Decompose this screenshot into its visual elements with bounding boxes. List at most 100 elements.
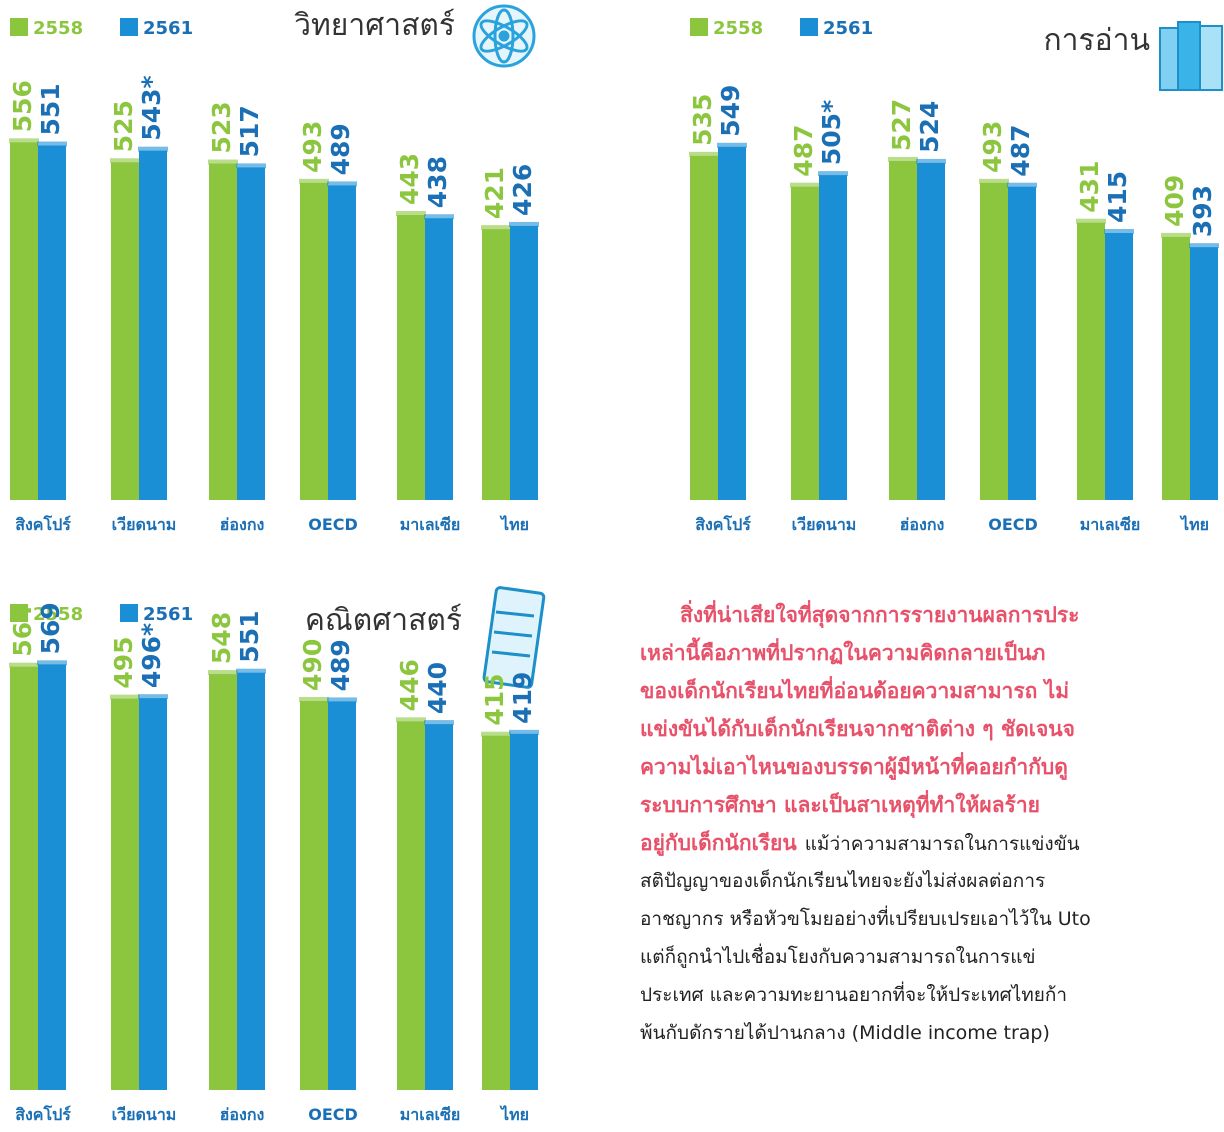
bar-cap: [509, 729, 539, 735]
bar-cap: [916, 158, 946, 164]
value-label: 490: [298, 639, 327, 691]
x-tick-label: ไทย: [499, 515, 529, 534]
bar-cap: [236, 163, 266, 169]
bar-cap: [37, 141, 67, 147]
value-label: 426: [508, 164, 537, 216]
chart-title: วิทยาศาสตร์: [294, 8, 455, 43]
bar: [1162, 236, 1190, 501]
bar: [237, 672, 265, 1090]
bar-cap: [110, 158, 140, 164]
legend-label: 2561: [823, 18, 873, 39]
x-tick-label: มาเลเซีย: [400, 515, 461, 534]
value-label: 409: [1160, 175, 1189, 227]
bar: [300, 182, 328, 500]
value-label: 446: [395, 659, 424, 711]
x-tick-label: OECD: [308, 1105, 358, 1124]
bar-cap: [9, 138, 39, 144]
text-line: พ้นกับดักรายได้ปานกลาง (Middle income tr…: [640, 1014, 1224, 1052]
value-label: 564: [8, 604, 37, 656]
bar-cap: [689, 151, 719, 157]
bar-cap: [208, 670, 238, 676]
x-tick-label: มาเลเซีย: [400, 1105, 461, 1124]
value-label: 438: [423, 156, 452, 208]
bar: [38, 664, 66, 1090]
text-line: ระบบการศึกษา และเป็นสาเหตุที่ทำให้ผลร้าย: [640, 786, 1224, 824]
x-tick-label: OECD: [988, 515, 1038, 534]
bar-cap: [1076, 218, 1106, 224]
text-line: อาชญากร หรือหัวขโมยอย่างที่เปรียบเปรยเอา…: [640, 900, 1224, 938]
bar-cap: [299, 178, 329, 184]
bar: [237, 167, 265, 500]
bar-cap: [138, 146, 168, 152]
legend-label: 2558: [713, 18, 763, 39]
value-label: 548: [207, 612, 236, 664]
value-label: 551: [36, 83, 65, 135]
bar-cap: [818, 171, 848, 177]
bar-cap: [110, 694, 140, 700]
x-tick-label: ฮ่องกง: [220, 1105, 265, 1124]
value-label: 569: [36, 602, 65, 654]
x-tick-label: ไทย: [499, 1105, 529, 1124]
bar-cap: [1161, 232, 1191, 238]
value-label: 523: [207, 101, 236, 153]
body-text: แม้ว่าความสามารถในการแข่งขัน: [804, 833, 1080, 855]
value-label: 421: [480, 167, 509, 219]
bar: [1008, 186, 1036, 501]
value-label: 517: [235, 105, 264, 157]
bar-cap: [396, 717, 426, 723]
bar: [718, 146, 746, 500]
x-tick-label: สิงคโปร์: [15, 514, 71, 534]
book-icon: [1159, 21, 1223, 91]
highlight-text: อยู่กับเด็กนักเรียน: [640, 831, 797, 855]
bar: [209, 163, 237, 500]
bar: [139, 698, 167, 1090]
legend-label: 2558: [33, 18, 83, 39]
value-label: 487: [789, 125, 818, 177]
value-label: 505*: [817, 100, 846, 165]
text-line: สิ่งที่น่าเสียใจที่สุดจากการรายงานผลการป…: [640, 596, 1224, 634]
value-label: 393: [1188, 185, 1217, 237]
bar: [425, 218, 453, 500]
value-label: 415: [1103, 171, 1132, 223]
value-label: 440: [423, 662, 452, 714]
bar-cap: [37, 660, 67, 666]
bar-cap: [299, 696, 329, 702]
x-tick-label: มาเลเซีย: [1080, 515, 1141, 534]
bar-cap: [327, 697, 357, 703]
highlight-text: สิ่งที่น่าเสียใจที่สุดจากการรายงานผลการป…: [680, 603, 1080, 627]
legend-label: 2561: [143, 604, 193, 625]
bar: [917, 162, 945, 501]
highlight-text: ระบบการศึกษา และเป็นสาเหตุที่ทำให้ผลร้าย: [640, 793, 1040, 817]
bar-cap: [424, 214, 454, 220]
highlight-text: ความไม่เอาไหนของบรรดาผู้มีหน้าที่คอยกำกั…: [640, 755, 1068, 779]
x-tick-label: ไทย: [1179, 515, 1209, 534]
bar-cap: [138, 694, 168, 700]
legend-swatch: [120, 604, 138, 622]
value-label: 527: [887, 99, 916, 151]
bar: [10, 666, 38, 1090]
legend-swatch: [120, 18, 138, 36]
bar: [1190, 247, 1218, 500]
bar: [10, 142, 38, 500]
bar: [1077, 222, 1105, 500]
bar-cap: [509, 221, 539, 227]
text-line: อยู่กับเด็กนักเรียน แม้ว่าความสามารถในการ…: [640, 824, 1224, 862]
bar-cap: [1007, 182, 1037, 188]
article: สิ่งที่น่าเสียใจที่สุดจากการรายงานผลการป…: [640, 596, 1224, 1132]
x-tick-label: ฮ่องกง: [900, 515, 945, 534]
value-label: 489: [326, 639, 355, 691]
text-line: แต่ก็ถูกนำไปเชื่อมโยงกับความสามารถในการแ…: [640, 938, 1224, 976]
abacus-icon: [482, 586, 546, 689]
x-tick-label: สิงคโปร์: [15, 1104, 71, 1124]
value-label: 543*: [137, 75, 166, 140]
text-line: ของเด็กนักเรียนไทยที่อ่อนด้อยความสามารถ …: [640, 672, 1224, 710]
bar: [791, 186, 819, 501]
bar: [425, 724, 453, 1090]
body-text: สติปัญญาของเด็กนักเรียนไทยจะยังไม่ส่งผลต…: [640, 870, 1046, 892]
x-tick-label: ฮ่องกง: [220, 515, 265, 534]
value-label: 493: [978, 121, 1007, 173]
value-label: 556: [8, 80, 37, 132]
bar: [111, 698, 139, 1090]
bar: [397, 721, 425, 1090]
